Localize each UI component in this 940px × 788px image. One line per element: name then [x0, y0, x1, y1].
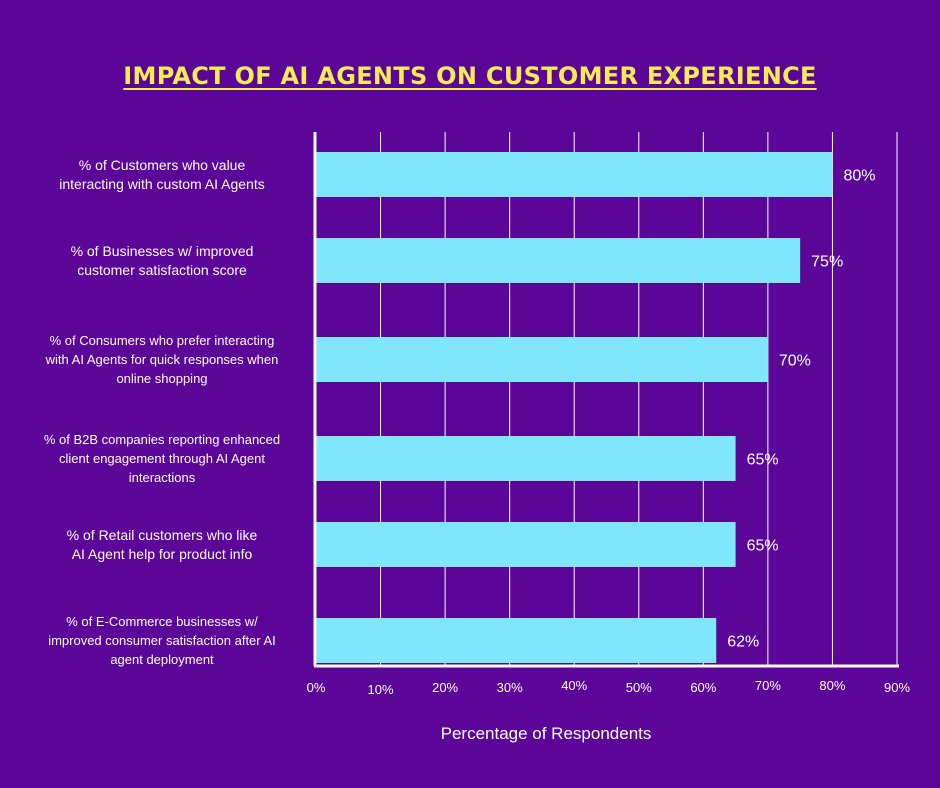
category-label-line: online shopping [116, 371, 208, 386]
bar [316, 522, 736, 567]
category-label-line: agent deployment [110, 652, 214, 667]
data-label: 62% [727, 634, 759, 651]
data-label: 65% [747, 452, 779, 469]
data-label: 65% [747, 538, 779, 555]
tick-label: 40% [561, 678, 587, 693]
data-label: 80% [843, 168, 875, 185]
tick-label: 60% [690, 680, 716, 695]
tick-label: 80% [819, 678, 845, 693]
tick-label: 0% [307, 680, 326, 695]
tick-label: 90% [884, 680, 910, 695]
category-label-line: client engagement through AI Agent [59, 451, 265, 466]
tick-label: 70% [755, 678, 781, 693]
category-label-line: % of Customers who value [78, 156, 246, 173]
tick-label: 50% [626, 680, 652, 695]
category-label: % of Consumers who prefer interacting wit… [22, 331, 302, 388]
category-label-line: % of Retail customers who like [66, 526, 258, 543]
category-label-line: % of E-Commerce businesses w/ [66, 614, 258, 629]
bar [316, 152, 833, 197]
bar [316, 618, 717, 663]
category-label-line: interactions [128, 470, 196, 485]
bar [316, 238, 801, 283]
bar [316, 337, 768, 382]
category-label: % of Businesses w/ improved customer sati… [22, 242, 302, 280]
category-label: % of B2B companies reporting enhanced cli… [22, 430, 302, 487]
category-label-line: AI Agent help for product info [71, 545, 253, 562]
category-label-line: interacting with custom AI Agents [59, 175, 265, 192]
data-label: 75% [811, 254, 843, 271]
category-label-line: % of B2B companies reporting enhanced [43, 432, 281, 447]
tick-label: 10% [368, 682, 394, 697]
category-label-line: improved consumer satisfaction after AI [48, 633, 276, 648]
chart-title: IMPACT OF AI AGENTS ON CUSTOMER EXPERIEN… [123, 62, 817, 90]
x-axis-label: Percentage of Respondents [440, 724, 652, 743]
category-label: % of Retail customers who like AI Agent h… [22, 526, 302, 564]
tick-label: 30% [497, 680, 523, 695]
bar [316, 436, 736, 481]
category-label: % of E-Commerce businesses w/improved co… [22, 612, 302, 669]
category-label-line: with AI Agents for quick responses when [45, 352, 279, 367]
data-label: 70% [779, 353, 811, 370]
category-label-line: % of Businesses w/ improved [70, 242, 254, 259]
category-label-line: % of Consumers who prefer interacting [49, 333, 275, 348]
category-label-line: customer satisfaction score [77, 261, 247, 278]
tick-label: 20% [432, 680, 458, 695]
category-label: % of Customers who value interacting with… [22, 156, 302, 194]
